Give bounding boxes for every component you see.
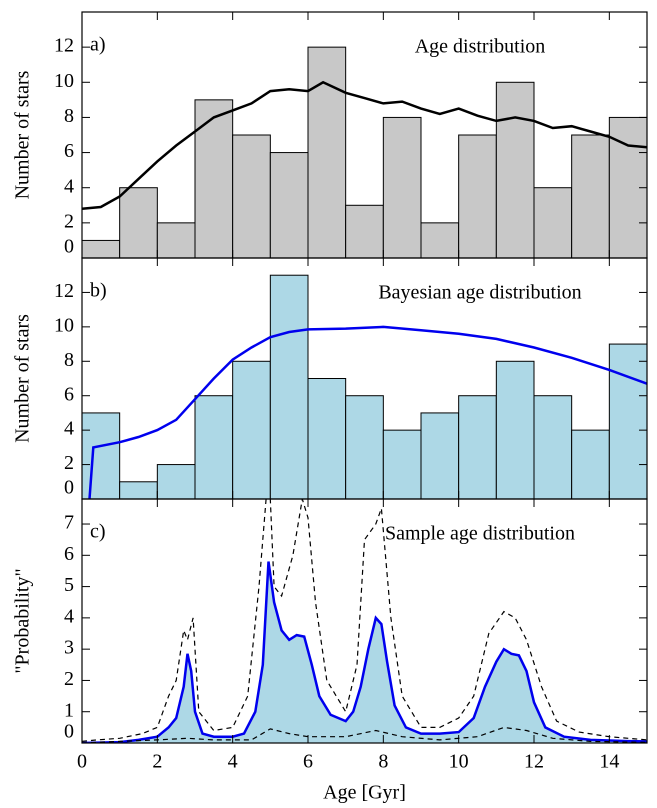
y-axis-label: "Probability" [12, 568, 34, 673]
x-tick-label: 14 [599, 751, 619, 773]
x-axis-label: Age [Gyr] [323, 782, 406, 804]
x-tick-label: 4 [228, 751, 238, 773]
y-tick-label: 0 [64, 236, 74, 258]
line [82, 561, 647, 743]
x-tick-label: 0 [77, 751, 87, 773]
panel-label: a) [90, 34, 106, 56]
bar [345, 395, 384, 499]
bar [269, 152, 309, 258]
bar [571, 134, 610, 258]
bar [194, 99, 234, 258]
bar [533, 187, 573, 258]
y-tick-label: 3 [64, 637, 74, 659]
bar [119, 187, 158, 258]
y-tick-label: 2 [64, 210, 74, 232]
panel-title: Bayesian age distribution [378, 282, 581, 304]
plot-area [82, 274, 647, 499]
bar [82, 412, 121, 499]
bar [156, 464, 196, 499]
y-tick-label: 2 [64, 668, 74, 690]
bar [420, 222, 460, 258]
y-tick-label: 6 [64, 543, 74, 565]
y-tick-label: 7 [64, 512, 74, 534]
y-tick-label: 10 [54, 70, 74, 92]
line [88, 325, 647, 499]
bar [194, 395, 234, 499]
y-tick-label: 6 [64, 383, 74, 405]
bar [269, 274, 309, 499]
bar [82, 239, 121, 258]
x-tick-label: 6 [303, 751, 313, 773]
y-tick-label: 8 [64, 105, 74, 127]
y-axis-label: Number of stars [12, 314, 34, 443]
panel-title: Sample age distribution [385, 523, 575, 545]
y-tick-label: 4 [64, 418, 74, 440]
y-tick-label: 10 [54, 314, 74, 336]
bar [382, 429, 422, 499]
y-tick-label: 8 [64, 349, 74, 371]
panel-label: b) [90, 280, 107, 302]
bar [156, 222, 196, 258]
y-axis-label: Number of stars [12, 70, 34, 199]
x-tick-label: 8 [378, 751, 388, 773]
bar [382, 116, 422, 258]
x-tick-label: 10 [449, 751, 469, 773]
line [82, 80, 647, 211]
y-tick-label: 12 [54, 35, 74, 57]
plot-area [82, 46, 647, 258]
bar [119, 481, 158, 499]
area [82, 561, 647, 743]
y-tick-label: 4 [64, 175, 74, 197]
y-tick-label: 0 [64, 721, 74, 743]
y-tick-label: 2 [64, 452, 74, 474]
bar [345, 204, 384, 258]
x-tick-label: 12 [524, 751, 544, 773]
line [82, 726, 647, 743]
y-tick-label: 1 [64, 699, 74, 721]
bar [608, 343, 647, 499]
bar [232, 360, 271, 499]
frame [81, 498, 648, 744]
y-tick-label: 6 [64, 140, 74, 162]
y-tick-label: 12 [54, 280, 74, 302]
bar [458, 134, 497, 258]
bar [458, 395, 497, 499]
panel-label: c) [90, 521, 106, 543]
line [82, 499, 647, 742]
bar [495, 81, 535, 258]
bar [571, 429, 610, 499]
bar [232, 134, 271, 258]
bar [533, 395, 573, 499]
y-tick-label: 4 [64, 605, 74, 627]
y-tick-label: 0 [64, 477, 74, 499]
panel-title: Age distribution [415, 36, 546, 58]
bar [495, 360, 535, 499]
bar [307, 378, 347, 499]
plot-area [82, 499, 647, 743]
y-tick-label: 5 [64, 574, 74, 596]
x-tick-label: 2 [152, 751, 162, 773]
bar [307, 46, 347, 258]
bar [420, 412, 460, 499]
